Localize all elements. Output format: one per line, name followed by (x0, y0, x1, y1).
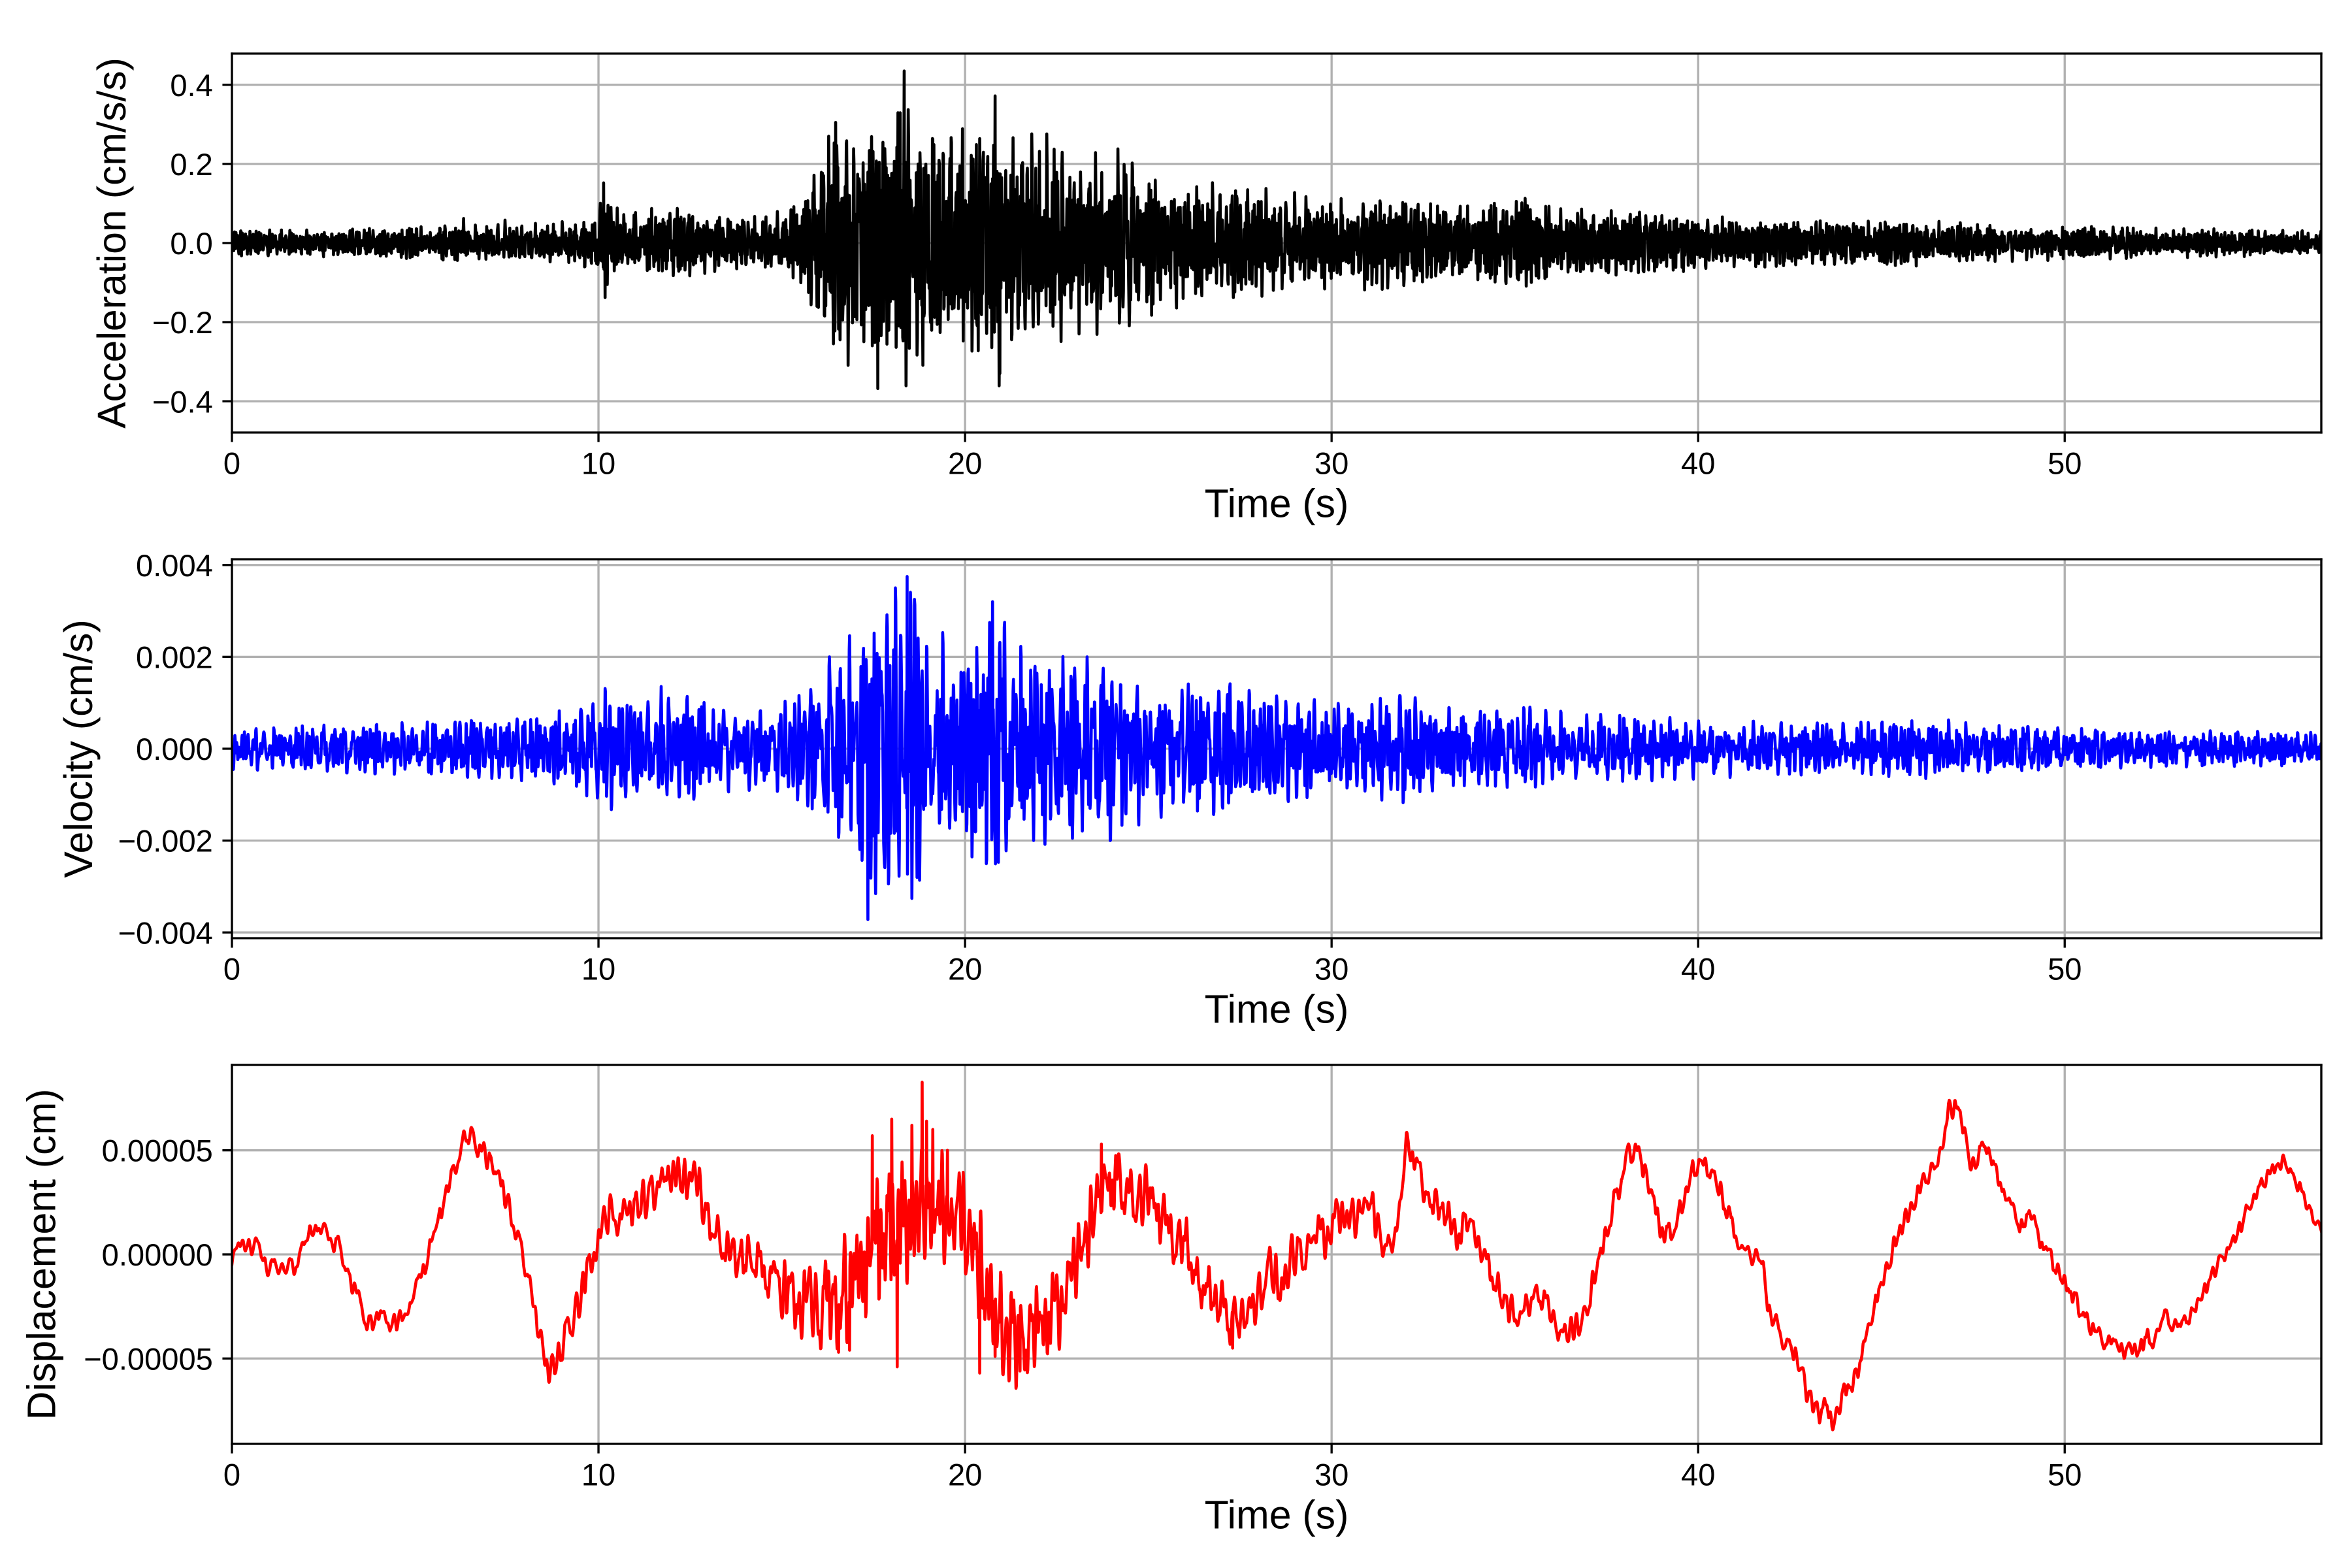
svg-text:Velocity (cm/s): Velocity (cm/s) (56, 619, 101, 877)
svg-text:40: 40 (1681, 1457, 1715, 1492)
svg-text:−0.4: −0.4 (152, 384, 213, 419)
svg-text:Time (s): Time (s) (1205, 482, 1349, 526)
svg-text:20: 20 (948, 951, 982, 986)
svg-text:0: 0 (223, 1457, 240, 1492)
svg-text:0: 0 (223, 446, 240, 480)
svg-text:20: 20 (948, 1457, 982, 1492)
svg-text:30: 30 (1315, 1457, 1348, 1492)
svg-text:−0.002: −0.002 (118, 824, 213, 858)
svg-text:0.004: 0.004 (136, 548, 213, 583)
svg-text:0: 0 (223, 951, 240, 986)
svg-text:50: 50 (2048, 951, 2082, 986)
svg-text:0.002: 0.002 (136, 640, 213, 674)
svg-text:0.00005: 0.00005 (102, 1134, 213, 1168)
svg-text:30: 30 (1315, 951, 1348, 986)
svg-text:20: 20 (948, 446, 982, 480)
svg-text:0.000: 0.000 (136, 732, 213, 766)
svg-text:0.4: 0.4 (170, 68, 212, 103)
svg-text:−0.2: −0.2 (152, 305, 213, 340)
svg-text:10: 10 (581, 446, 615, 480)
svg-text:−0.00005: −0.00005 (84, 1341, 213, 1376)
svg-text:Acceleration (cm/s/s): Acceleration (cm/s/s) (90, 57, 134, 429)
svg-text:40: 40 (1681, 951, 1715, 986)
svg-text:Displacement (cm): Displacement (cm) (19, 1088, 63, 1420)
svg-text:10: 10 (581, 951, 615, 986)
svg-text:Time (s): Time (s) (1205, 987, 1349, 1032)
svg-text:Time (s): Time (s) (1205, 1493, 1349, 1537)
svg-text:0.0: 0.0 (170, 226, 212, 261)
svg-text:40: 40 (1681, 446, 1715, 480)
svg-text:0.00000: 0.00000 (102, 1237, 213, 1272)
svg-text:10: 10 (581, 1457, 615, 1492)
svg-text:0.2: 0.2 (170, 147, 212, 182)
svg-text:30: 30 (1315, 446, 1348, 480)
svg-text:50: 50 (2048, 1457, 2082, 1492)
svg-text:−0.004: −0.004 (118, 915, 213, 950)
svg-text:50: 50 (2048, 446, 2082, 480)
